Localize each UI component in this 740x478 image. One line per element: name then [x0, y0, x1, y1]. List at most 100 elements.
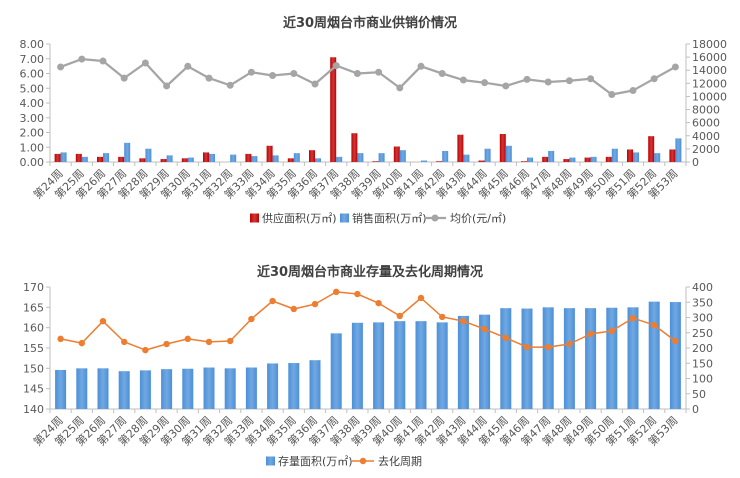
y2-tick-label: 300 [692, 312, 713, 325]
legend-swatch [266, 456, 275, 466]
y-tick-label: 3.00 [20, 112, 45, 125]
supply-area-bar [499, 133, 506, 162]
supply-area-bar [54, 153, 61, 162]
stock-area-bar [521, 308, 533, 409]
supply-sales-price-chart: 近30周烟台市商业供销价情况 0.001.002.003.004.005.006… [20, 15, 728, 225]
avg-price-point [205, 74, 213, 82]
avg-price-point [502, 82, 510, 90]
sales-area-bar [230, 154, 237, 162]
y2-tick-label: 150 [692, 357, 713, 370]
stock-area-bar [182, 368, 194, 409]
stock-area-bar [267, 363, 279, 409]
stock-area-bar [351, 322, 363, 409]
avg-price-point [78, 55, 86, 63]
avg-price-point-series [57, 55, 679, 98]
stock-area-bar [648, 301, 660, 409]
destock-cycle-point [545, 343, 552, 351]
destock-cycle-point [121, 338, 128, 346]
stock-area-bar [669, 302, 681, 409]
avg-price-point [99, 57, 107, 65]
supply-area-bar [330, 57, 337, 162]
stock-area-bar [457, 315, 469, 409]
destock-cycle-point [481, 325, 488, 333]
supply-area-bar [627, 149, 633, 162]
y-tick-label: 4.00 [20, 97, 45, 110]
stock-area-bar [627, 307, 639, 409]
avg-price-point [438, 70, 446, 77]
y-tick-label: 155 [23, 342, 44, 355]
destock-cycle-point [184, 335, 191, 343]
y2-tick-label: 16000 [692, 51, 727, 64]
y2-tick-label: 12000 [692, 77, 727, 90]
supply-area-bar [669, 149, 676, 162]
supply-area-bar [287, 158, 294, 162]
sales-area-bar [378, 153, 385, 162]
sales-area-bar [293, 153, 300, 162]
supply-area-bar [203, 152, 209, 162]
stock-area-bar [606, 307, 618, 409]
avg-price-point [290, 70, 298, 77]
avg-price-point [544, 78, 552, 86]
sales-area-bar [590, 156, 597, 162]
avg-price-point [57, 63, 65, 71]
y2-tick-label: 50 [692, 388, 706, 401]
sales-area-bar [145, 148, 152, 162]
sales-area-bar [527, 157, 533, 162]
sales-area-bar [315, 158, 321, 162]
legend-label: 存量面积(万㎡) [278, 454, 353, 468]
destock-cycle-point [78, 339, 86, 347]
y-tick-label: 160 [23, 322, 44, 335]
avg-price-point [608, 90, 616, 98]
y2-tick-label: 4000 [692, 130, 720, 143]
y-tick-label: 2.00 [20, 127, 45, 140]
stock-area-bar [330, 333, 342, 409]
destock-cycle-point [142, 346, 149, 354]
destock-cycle-point [396, 312, 403, 320]
avg-price-point [269, 71, 277, 79]
stock-area-bar [288, 363, 300, 409]
stock-area-bar [309, 360, 321, 409]
stock-area-bar [139, 370, 151, 409]
stock-area-bar [97, 368, 109, 409]
supply-area-bar [393, 146, 400, 162]
legend-swatch-marker [431, 214, 439, 222]
chart-title: 近30周烟台市商业存量及去化周期情况 [257, 264, 483, 280]
supply-area-bar [181, 158, 188, 162]
y-tick-label: 150 [23, 362, 44, 375]
avg-price-point [396, 84, 404, 92]
stock-area-bar [118, 371, 130, 409]
stock-area-bar [245, 367, 257, 409]
destock-cycle-point [354, 290, 361, 298]
destock-cycle-point [57, 335, 64, 343]
y2-tick-label: 14000 [692, 64, 727, 77]
supply-area-bar [97, 156, 103, 162]
stock-area-bar [394, 321, 406, 409]
legend-label: 供应面积(万㎡) [262, 211, 337, 225]
y2-tick-label: 6000 [692, 117, 720, 130]
destock-cycle-point [163, 340, 170, 348]
y2-tick-label: 100 [692, 373, 713, 386]
avg-price-point [671, 63, 679, 71]
supply-area-bar [118, 156, 125, 162]
supply-area-bar [372, 161, 379, 162]
avg-price-point [629, 87, 637, 95]
y2-tick-label: 0 [692, 403, 699, 416]
supply-area-bar [309, 150, 315, 162]
destock-cycle-point [523, 343, 531, 351]
y2-tick-label: 0 [692, 156, 699, 169]
destock-cycle-point [269, 297, 276, 305]
stock-area-bar [161, 369, 173, 409]
stock-area-bar [224, 368, 236, 409]
avg-price-point [247, 68, 255, 76]
avg-price-line [60, 57, 676, 96]
avg-price-point [650, 75, 658, 83]
y-tick-label: 145 [23, 383, 44, 396]
destock-cycle-point [248, 315, 255, 323]
stock-area-bar [563, 308, 575, 409]
stock-area-bar [55, 369, 67, 409]
stock-area-bar [500, 308, 512, 409]
sales-area-bar [611, 148, 618, 162]
sales-area-bar [421, 160, 427, 162]
avg-price-point [353, 70, 361, 77]
legend-swatch [250, 213, 259, 223]
